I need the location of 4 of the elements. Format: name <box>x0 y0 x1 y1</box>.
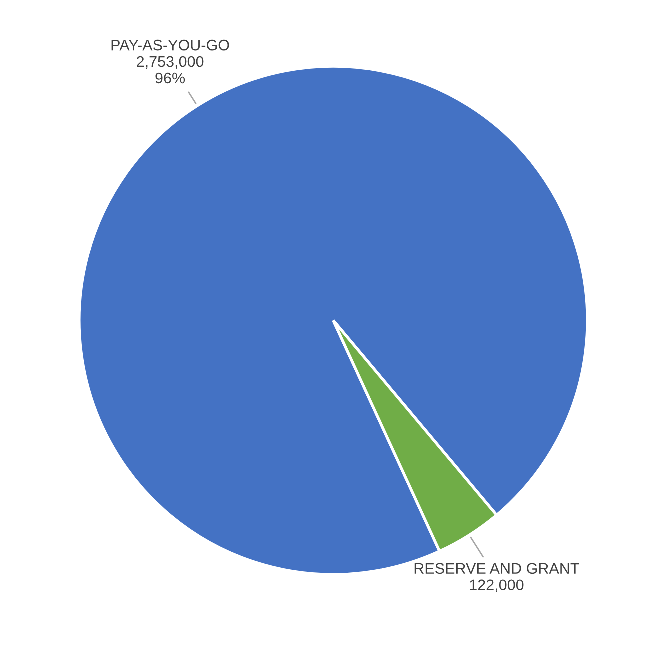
slice-label: RESERVE AND GRANT <box>414 563 580 574</box>
data-label: 122,000 <box>470 580 524 592</box>
data-label: 2,753,000 96% <box>137 56 204 84</box>
slice-label: PAY-AS-YOU-GO <box>112 40 230 51</box>
